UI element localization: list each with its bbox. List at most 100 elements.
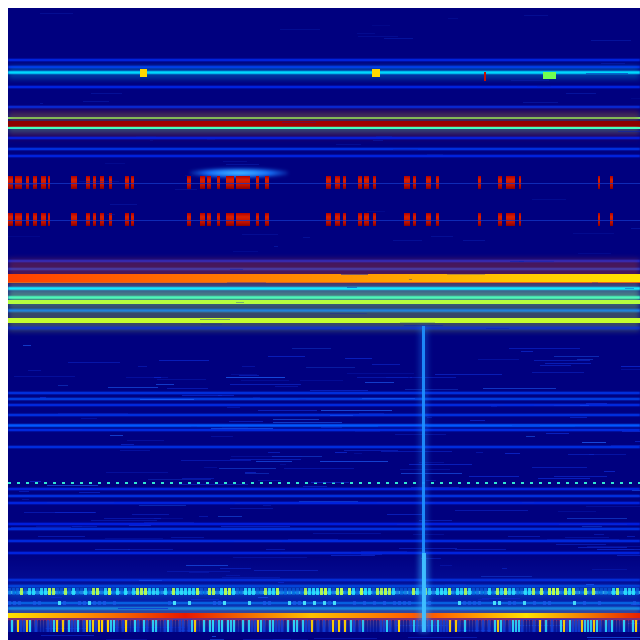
modulation-cell [452,587,455,595]
modulation-cell [292,587,295,595]
modulation-cell [428,587,431,595]
noise-streak [127,549,173,551]
burst-packet [47,213,51,227]
burst-packet [199,175,205,189]
noise-streak [79,491,101,493]
modulation-cell [523,600,526,606]
burst-packet [186,175,191,189]
modulation-cell [524,620,526,633]
modulation-cell [590,620,592,633]
modulation-cell [416,620,418,633]
modulation-cell [149,620,151,633]
modulation-cell [440,587,443,595]
modulation-cell [620,587,623,595]
modulation-cell [425,620,427,633]
burst-packet [342,213,346,227]
modulation-cell [26,620,28,633]
modulation-cell [398,620,400,633]
noise-streak [482,388,557,390]
modulation-cell [40,587,43,595]
modulation-cell [508,600,511,606]
noise-streak [468,476,519,478]
noise-streak [225,377,286,379]
modulation-cell [516,587,519,595]
burst-packet [86,213,90,227]
modulation-cell [77,620,79,633]
modulation-cell [76,587,79,595]
carrier-line [8,105,640,108]
modulation-cell [164,620,166,633]
modulation-cell [257,620,259,633]
burst-packet [40,175,46,189]
modulation-cell [608,587,611,595]
noise-streak [303,485,328,487]
noise-streak [403,324,444,326]
noise-streak [153,518,184,520]
dense-modulation-core [8,613,640,619]
modulation-cell [268,600,271,606]
modulation-cell [467,620,469,633]
modulation-cell [167,620,169,633]
modulation-cell [143,620,145,633]
noise-streak [554,356,599,358]
modulation-cell [41,620,43,633]
noise-streak [364,382,395,384]
noise-streak [592,281,598,283]
burst-packet [236,213,250,227]
burst-packet [226,213,235,227]
modulation-cell [110,620,112,633]
modulation-cell [233,620,235,633]
modulation-cell [180,587,183,595]
modulation-cell [410,620,412,633]
modulation-cell [407,620,409,633]
burst-packet [207,213,212,227]
carrier-line [8,428,640,431]
noise-streak [521,350,533,352]
modulation-cell [140,587,143,595]
modulation-cell [173,620,175,633]
burst-packet [32,175,37,189]
burst-packet [25,213,29,227]
modulation-cell [362,620,364,633]
carrier-line [8,148,640,151]
modulation-cell [533,620,535,633]
modulation-cell [353,600,356,606]
modulation-cell [463,600,466,606]
noise-streak [418,519,453,521]
modulation-cell [446,620,448,633]
noise-streak [554,405,590,407]
modulation-cell [60,587,63,595]
modulation-cell [119,620,121,633]
noise-streak [413,534,444,536]
noise-streak [617,130,640,132]
modulation-cell [478,600,481,606]
modulation-cell [232,587,235,595]
burst-packet [124,213,130,227]
modulation-cell [213,600,216,606]
modulation-cell [98,600,101,606]
carrier-line [8,309,640,313]
modulation-cell [254,620,256,633]
noise-streak [393,148,419,150]
modulation-cell [419,620,421,633]
modulation-cell [573,600,576,606]
noise-streak [505,452,521,454]
modulation-cell [24,587,27,595]
modulation-cell [576,587,579,595]
waterfall-plot[interactable] [8,8,640,640]
modulation-cell [96,587,99,595]
burst-packet [478,175,481,189]
modulation-cell [632,620,634,633]
modulation-cell [148,587,151,595]
modulation-cell [228,587,231,595]
noise-streak [217,394,235,396]
noise-streak [105,638,147,640]
modulation-cell [32,587,35,595]
modulation-cell [554,620,556,633]
modulation-cell [348,587,351,595]
noise-streak [539,365,572,367]
burst-packet [373,213,377,227]
modulation-cell [278,620,280,633]
noise-streak [454,510,529,512]
noise-streak [126,376,169,378]
